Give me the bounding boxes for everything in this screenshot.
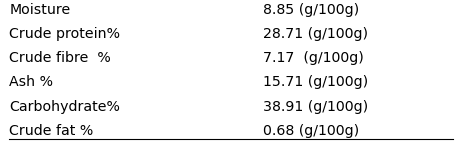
- Text: 8.85 (g/100g): 8.85 (g/100g): [263, 3, 360, 17]
- Text: 38.91 (g/100g): 38.91 (g/100g): [263, 100, 369, 113]
- Text: Crude protein%: Crude protein%: [9, 27, 120, 41]
- Text: Crude fibre  %: Crude fibre %: [9, 51, 111, 65]
- Text: Moisture: Moisture: [9, 3, 71, 17]
- Text: Crude fat %: Crude fat %: [9, 124, 93, 138]
- Text: 0.68 (g/100g): 0.68 (g/100g): [263, 124, 360, 138]
- Text: Carbohydrate%: Carbohydrate%: [9, 100, 120, 113]
- Text: 7.17  (g/100g): 7.17 (g/100g): [263, 51, 364, 65]
- Text: 28.71 (g/100g): 28.71 (g/100g): [263, 27, 368, 41]
- Text: Ash %: Ash %: [9, 75, 53, 89]
- Text: 15.71 (g/100g): 15.71 (g/100g): [263, 75, 369, 89]
